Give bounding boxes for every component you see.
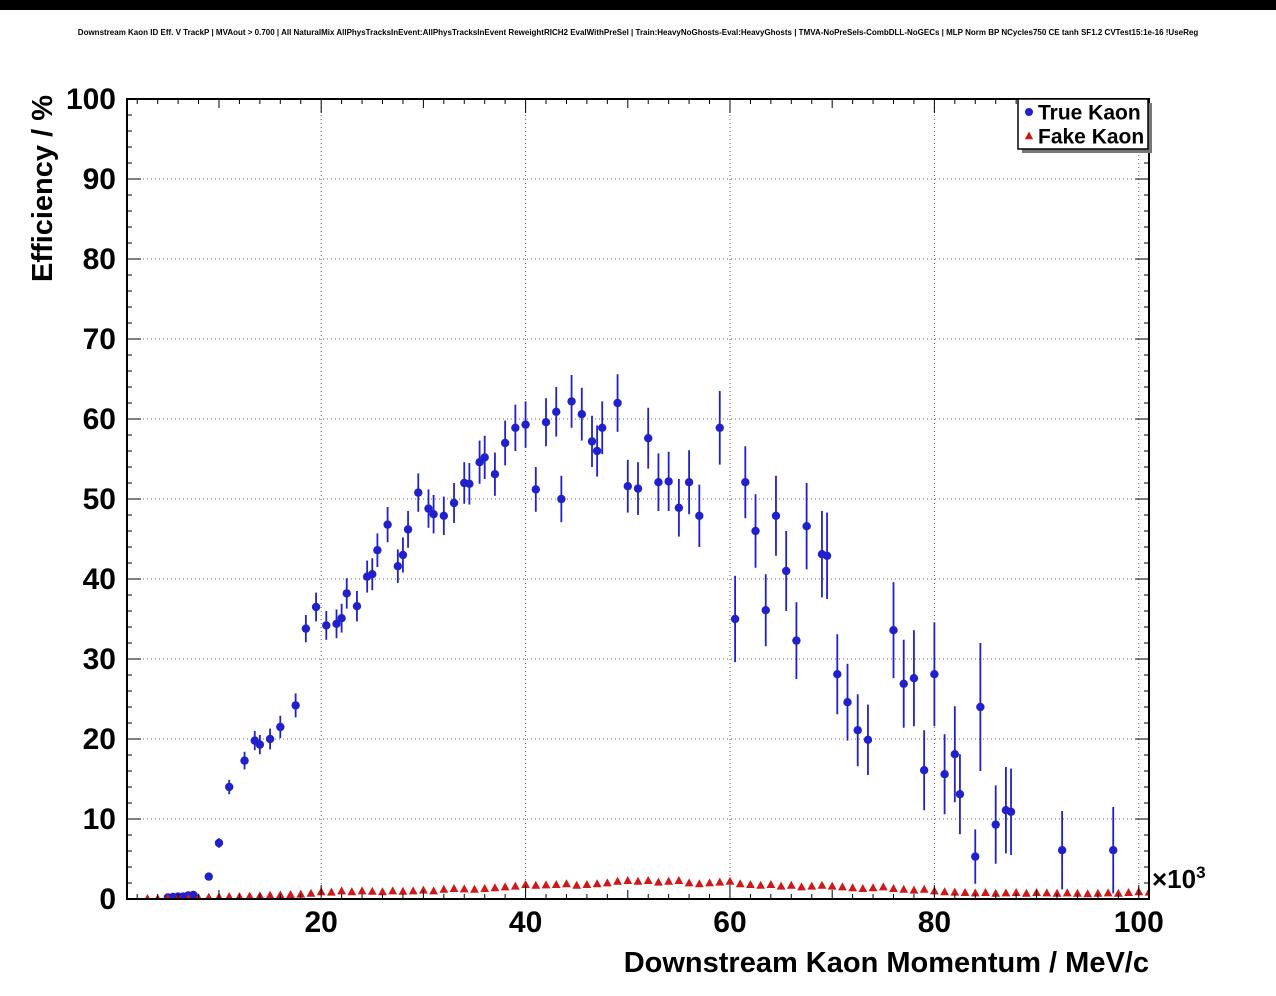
svg-text:20: 20 [83, 723, 116, 756]
svg-text:80: 80 [918, 906, 951, 939]
x-axis-exponent: ×103 [1152, 863, 1206, 894]
y-tick-labels: 0 10 20 30 40 50 60 70 80 90 100 [66, 83, 116, 916]
svg-text:60: 60 [713, 906, 746, 939]
svg-text:70: 70 [83, 323, 116, 356]
series-true-kaon [163, 374, 1118, 899]
x-tick-labels: 20 40 60 80 100 [304, 906, 1163, 939]
svg-text:40: 40 [83, 563, 116, 596]
legend-entry-label: Fake Kaon [1038, 126, 1144, 149]
svg-text:100: 100 [1114, 906, 1164, 939]
window-top-bar [0, 0, 1276, 10]
svg-text:30: 30 [83, 643, 116, 676]
legend-entry-label: True Kaon [1038, 102, 1141, 125]
svg-text:10: 10 [83, 803, 116, 836]
svg-text:40: 40 [509, 906, 542, 939]
svg-text:20: 20 [304, 906, 337, 939]
svg-text:60: 60 [83, 403, 116, 436]
series-layer [144, 374, 1149, 899]
legend-marker-circle [1025, 108, 1033, 116]
plot-title: Downstream Kaon ID Eff. V TrackP | MVAou… [77, 28, 1199, 37]
svg-text:50: 50 [83, 483, 116, 516]
legend-marker-triangle [1024, 131, 1034, 140]
x-axis-title: Downstream Kaon Momentum / MeV/c [624, 947, 1149, 979]
svg-text:100: 100 [66, 83, 116, 116]
y-axis-title: Efficiency / % [27, 95, 59, 282]
svg-text:80: 80 [83, 243, 116, 276]
svg-text:0: 0 [99, 883, 116, 916]
svg-text:90: 90 [83, 163, 116, 196]
legend-box [1017, 98, 1149, 150]
